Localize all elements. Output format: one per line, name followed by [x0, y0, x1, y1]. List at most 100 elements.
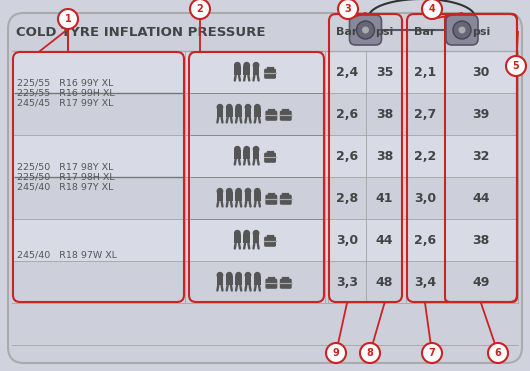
Text: 6: 6	[494, 348, 501, 358]
Bar	[234, 66, 241, 75]
Circle shape	[254, 188, 261, 195]
Circle shape	[235, 272, 242, 279]
Circle shape	[254, 104, 261, 111]
Bar	[244, 192, 251, 201]
FancyBboxPatch shape	[266, 111, 277, 121]
Text: 2,1: 2,1	[414, 66, 436, 79]
Text: 225/50   R17 98Y XL: 225/50 R17 98Y XL	[17, 162, 113, 171]
Circle shape	[326, 343, 346, 363]
FancyBboxPatch shape	[266, 279, 277, 289]
Bar	[254, 108, 261, 117]
Text: psi: psi	[375, 27, 394, 37]
Text: 225/55   R16 99Y XL: 225/55 R16 99Y XL	[17, 79, 113, 88]
Circle shape	[244, 188, 251, 195]
Text: psi: psi	[472, 27, 490, 37]
Text: 35: 35	[376, 66, 393, 79]
Circle shape	[217, 272, 223, 279]
Circle shape	[226, 272, 233, 279]
Circle shape	[338, 0, 358, 19]
Circle shape	[226, 104, 233, 111]
Text: 1: 1	[65, 14, 72, 24]
Text: 38: 38	[472, 233, 490, 246]
Text: Bar: Bar	[337, 27, 358, 37]
FancyBboxPatch shape	[264, 152, 276, 163]
Bar	[243, 66, 250, 75]
FancyBboxPatch shape	[264, 69, 276, 79]
Text: 225/50   R17 98H XL: 225/50 R17 98H XL	[17, 173, 114, 181]
Circle shape	[254, 272, 261, 279]
Bar	[226, 192, 233, 201]
Text: 41: 41	[376, 191, 393, 204]
Circle shape	[234, 230, 241, 237]
FancyBboxPatch shape	[446, 15, 478, 45]
Bar	[226, 276, 233, 285]
FancyBboxPatch shape	[349, 15, 382, 45]
Bar	[217, 108, 223, 117]
Circle shape	[243, 62, 250, 69]
Bar	[243, 150, 250, 160]
Text: 2,8: 2,8	[336, 191, 358, 204]
FancyBboxPatch shape	[280, 279, 292, 289]
Circle shape	[243, 230, 250, 237]
Bar	[234, 150, 241, 160]
Circle shape	[253, 230, 260, 237]
Circle shape	[226, 188, 233, 195]
Bar	[12, 177, 518, 219]
Circle shape	[506, 56, 526, 76]
Text: 2,6: 2,6	[414, 233, 436, 246]
Text: 9: 9	[333, 348, 339, 358]
Text: 3,4: 3,4	[414, 276, 436, 289]
FancyBboxPatch shape	[280, 111, 292, 121]
Bar	[253, 66, 260, 75]
Text: 245/40   R18 97Y XL: 245/40 R18 97Y XL	[17, 183, 113, 191]
Circle shape	[453, 21, 471, 39]
Circle shape	[234, 146, 241, 152]
Circle shape	[243, 146, 250, 152]
Text: 225/55   R16 99H XL: 225/55 R16 99H XL	[17, 89, 114, 98]
Bar	[253, 234, 260, 243]
Text: 3: 3	[344, 4, 351, 14]
Circle shape	[244, 272, 251, 279]
FancyBboxPatch shape	[266, 195, 277, 205]
FancyBboxPatch shape	[8, 13, 522, 363]
Text: 38: 38	[376, 108, 393, 121]
Text: 2,6: 2,6	[336, 150, 358, 162]
Text: 44: 44	[472, 191, 490, 204]
Circle shape	[458, 26, 465, 33]
Bar	[12, 219, 518, 261]
Circle shape	[217, 104, 223, 111]
Text: 245/40   R18 97W XL: 245/40 R18 97W XL	[17, 250, 117, 259]
Bar	[244, 276, 251, 285]
Text: 2,2: 2,2	[414, 150, 436, 162]
Bar	[253, 150, 260, 160]
Circle shape	[360, 343, 380, 363]
Bar	[235, 192, 242, 201]
Circle shape	[253, 146, 260, 152]
Circle shape	[235, 188, 242, 195]
Bar	[235, 108, 242, 117]
Bar	[217, 192, 223, 201]
Bar	[12, 51, 518, 93]
Text: 49: 49	[472, 276, 490, 289]
Bar	[12, 93, 518, 135]
Text: 3,0: 3,0	[336, 233, 358, 246]
Text: 39: 39	[472, 108, 490, 121]
Text: 2,7: 2,7	[414, 108, 436, 121]
Text: 32: 32	[472, 150, 490, 162]
Bar	[254, 276, 261, 285]
Bar	[12, 135, 518, 177]
Circle shape	[244, 104, 251, 111]
Text: 7: 7	[429, 348, 435, 358]
Text: 3,0: 3,0	[414, 191, 436, 204]
Text: Bar: Bar	[414, 27, 436, 37]
Circle shape	[58, 9, 78, 29]
Text: COLD TYRE INFLATION PRESSURE: COLD TYRE INFLATION PRESSURE	[16, 26, 266, 39]
Text: 2: 2	[197, 4, 204, 14]
FancyBboxPatch shape	[264, 237, 276, 247]
Bar	[226, 108, 233, 117]
Text: 48: 48	[376, 276, 393, 289]
Circle shape	[253, 62, 260, 69]
Circle shape	[190, 0, 210, 19]
Text: 4: 4	[429, 4, 435, 14]
Circle shape	[235, 104, 242, 111]
